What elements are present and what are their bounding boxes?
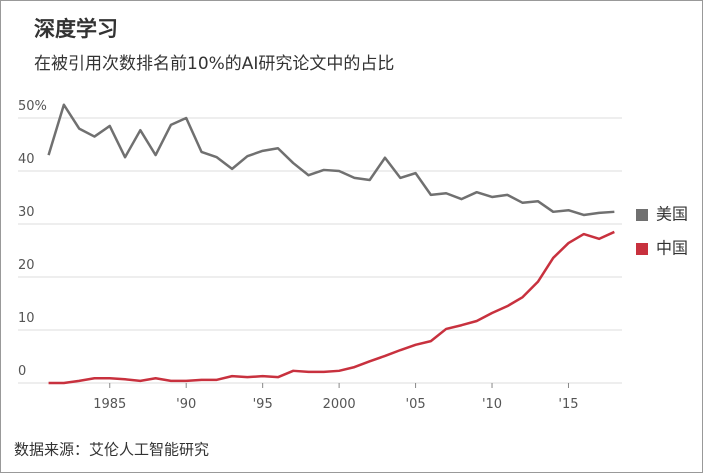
x-tick-label: 1985: [93, 397, 126, 412]
x-tick-label: '10: [482, 397, 502, 412]
chart-subtitle: 在被引用次数排名前10%的AI研究论文中的占比: [34, 54, 394, 74]
x-tick-label: '95: [253, 397, 273, 412]
x-tick-label: 2000: [323, 397, 356, 412]
plot-area: 0 10 20 30 40 50% 1985 '90 '95 2000 '05 '10 '15: [18, 99, 622, 412]
legend-label: 美国: [656, 205, 688, 224]
source-note: 数据来源：艾伦人工智能研究: [14, 441, 209, 459]
series-line: [47, 103, 615, 217]
y-tick-label: 20: [18, 258, 35, 273]
series-line: [48, 230, 615, 385]
legend-label: 中国: [656, 239, 688, 258]
y-tick-label: 10: [18, 311, 35, 326]
y-tick-label: 0: [18, 364, 26, 379]
legend-swatch: [636, 243, 648, 255]
y-tick-label: 40: [18, 152, 35, 167]
x-tick-label: '15: [558, 397, 578, 412]
legend-swatch: [636, 209, 648, 221]
chart-title: 深度学习: [34, 17, 118, 41]
y-tick-label: 30: [18, 205, 35, 220]
x-tick-label: '90: [176, 397, 196, 412]
y-tick-label: 50%: [18, 99, 47, 114]
x-tick-label: '05: [406, 397, 426, 412]
